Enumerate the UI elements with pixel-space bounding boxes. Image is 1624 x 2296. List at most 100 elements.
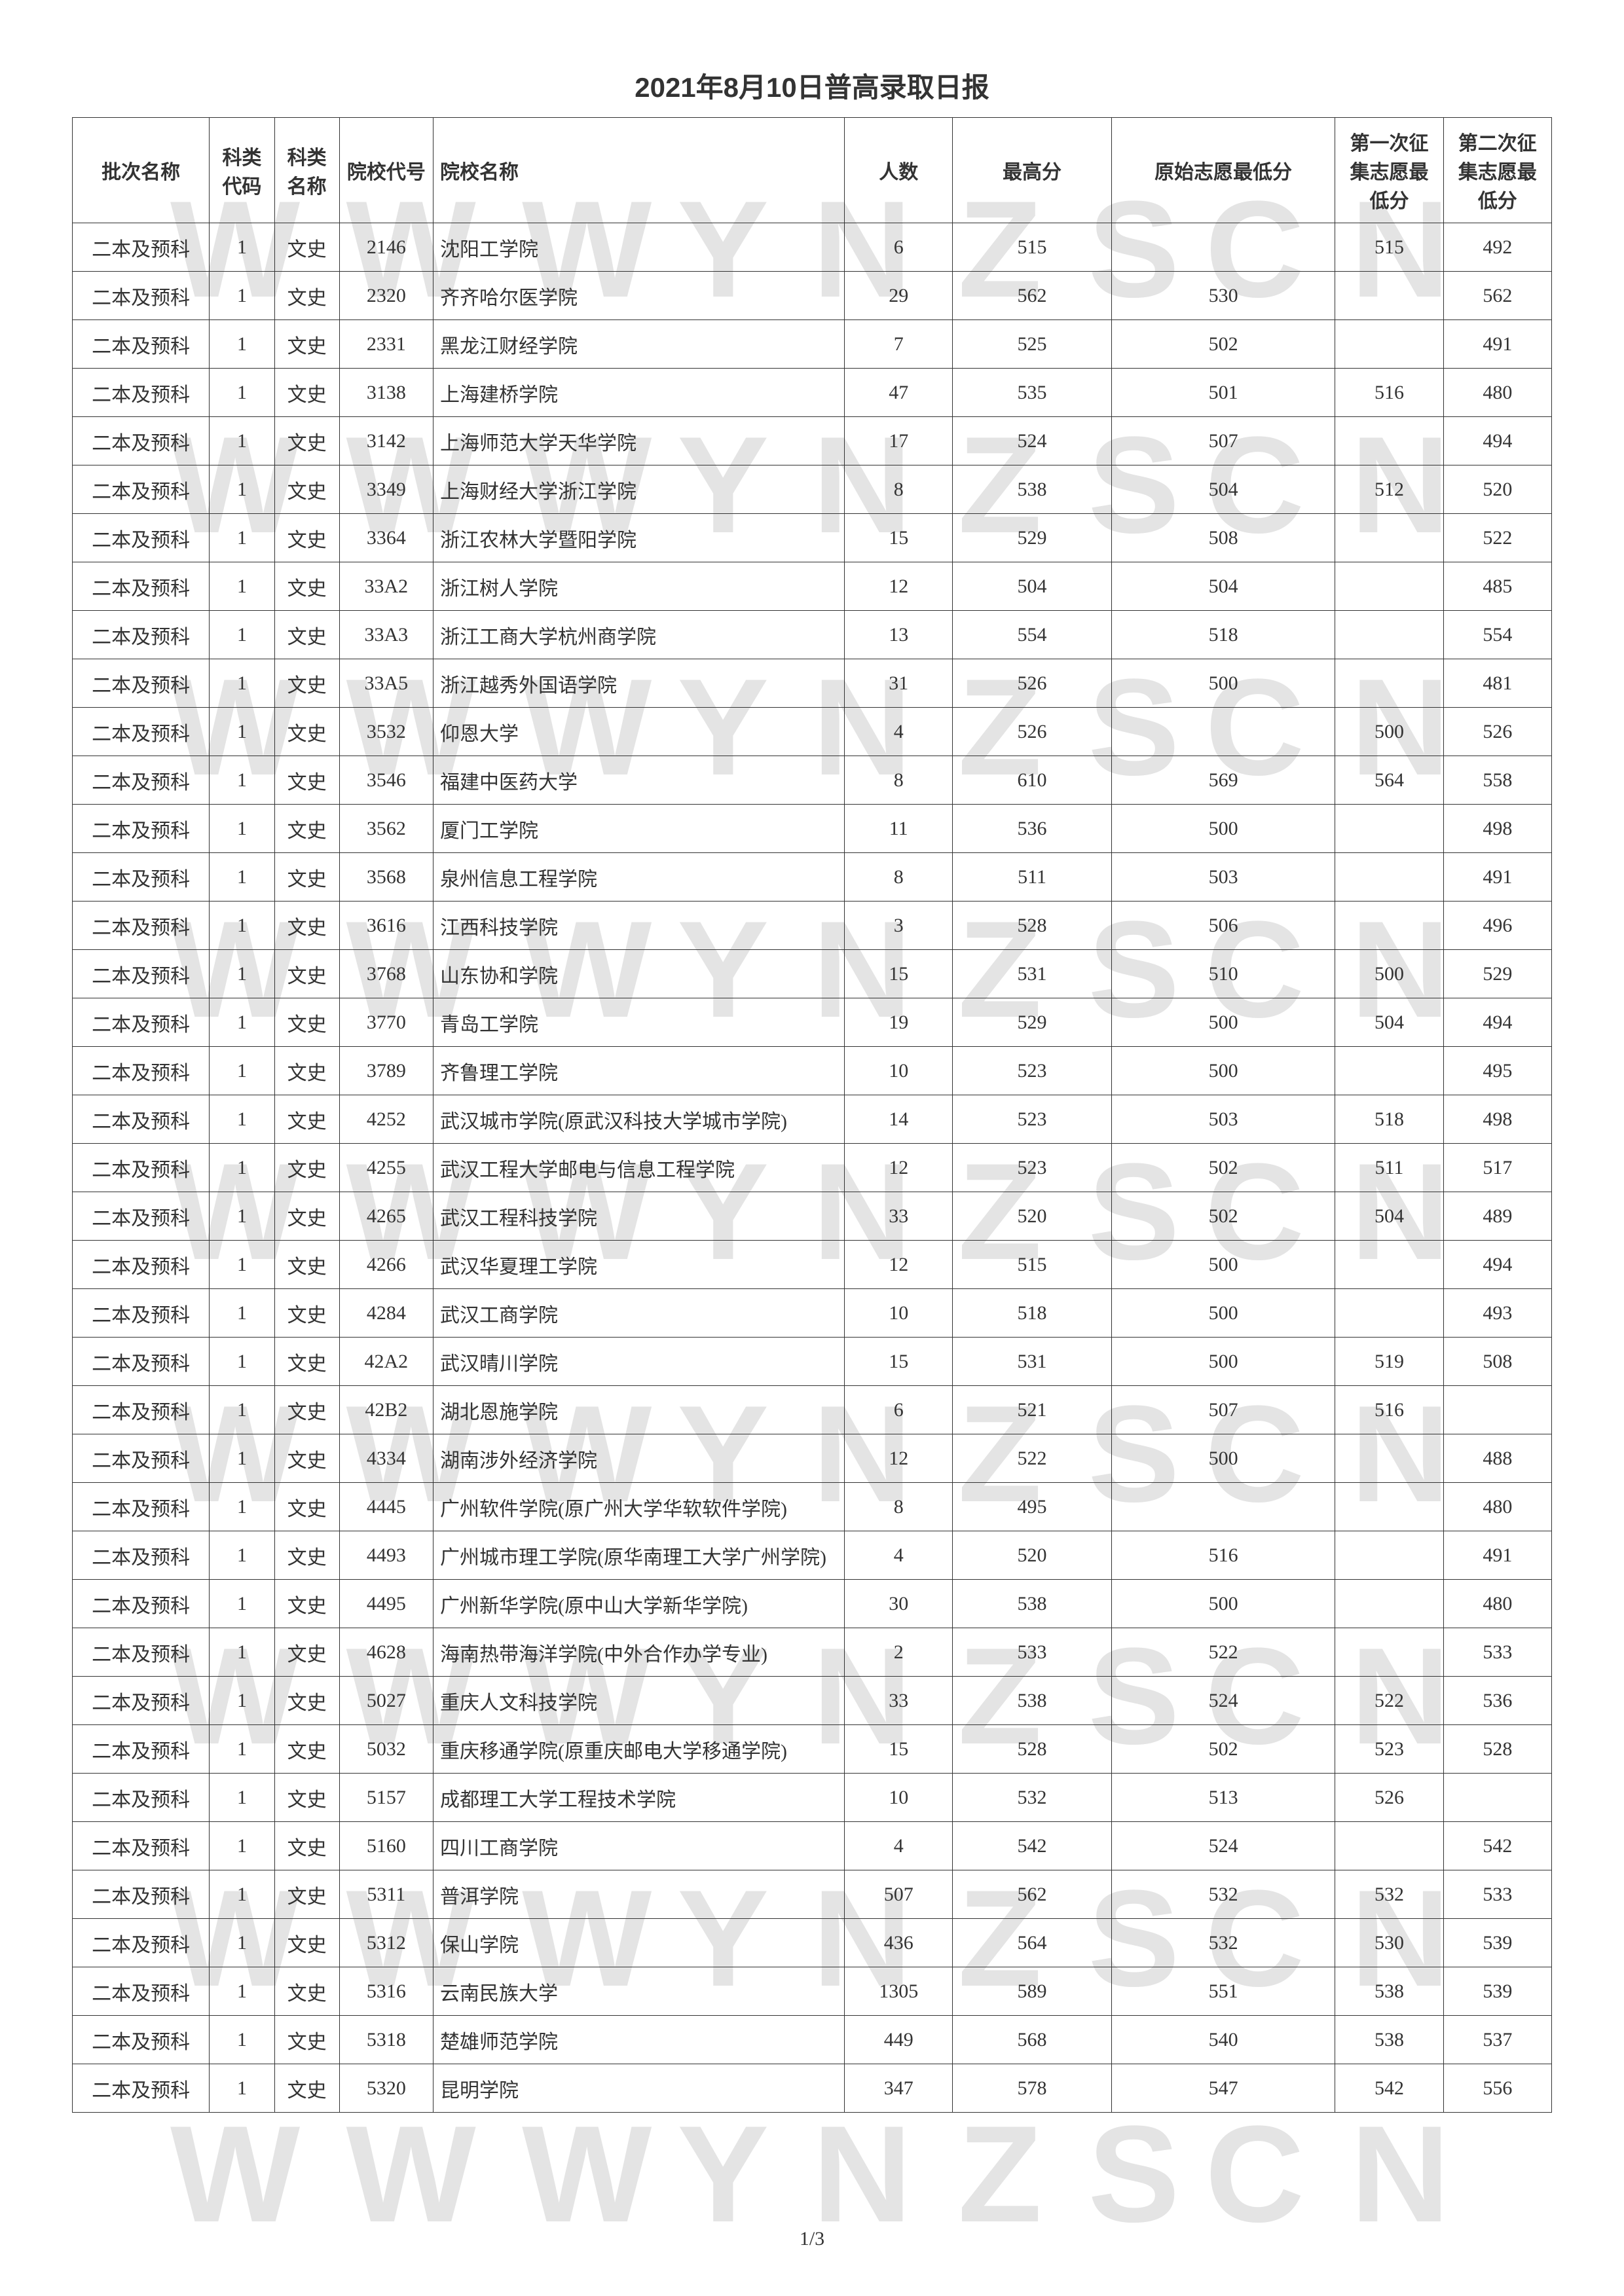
cell: 二本及预科 [73, 902, 210, 950]
cell: 1 [210, 1774, 274, 1822]
cell: 二本及预科 [73, 1580, 210, 1628]
cell: 536 [1443, 1677, 1551, 1725]
cell: 8 [845, 1483, 953, 1531]
cell: 1 [210, 1434, 274, 1483]
cell: 黑龙江财经学院 [433, 320, 844, 369]
cell: 564 [1335, 756, 1443, 805]
cell [1335, 611, 1443, 659]
cell: 二本及预科 [73, 1919, 210, 1967]
cell: 3768 [339, 950, 433, 998]
cell: 498 [1443, 805, 1551, 853]
col-header-count: 人数 [845, 118, 953, 223]
cell: 13 [845, 611, 953, 659]
cell: 1 [210, 2064, 274, 2113]
cell: 武汉工商学院 [433, 1289, 844, 1338]
cell: 2320 [339, 272, 433, 320]
cell: 武汉工程大学邮电与信息工程学院 [433, 1144, 844, 1192]
cell: 526 [1443, 708, 1551, 756]
table-row: 二本及预科1文史3568泉州信息工程学院8511503491 [73, 853, 1552, 902]
table-row: 二本及预科1文史5316云南民族大学1305589551538539 [73, 1967, 1552, 2016]
cell [1335, 1047, 1443, 1095]
table-header-row: 批次名称科类代码科类名称院校代号院校名称人数最高分原始志愿最低分第一次征集志愿最… [73, 118, 1552, 223]
cell: 495 [1443, 1047, 1551, 1095]
cell: 二本及预科 [73, 1192, 210, 1241]
cell: 12 [845, 1144, 953, 1192]
cell: 浙江工商大学杭州商学院 [433, 611, 844, 659]
cell: 33 [845, 1677, 953, 1725]
cell: 518 [1335, 1095, 1443, 1144]
cell: 535 [953, 369, 1111, 417]
cell: 526 [953, 708, 1111, 756]
cell: 文史 [274, 1725, 339, 1774]
cell: 500 [1111, 1580, 1335, 1628]
cell: 文史 [274, 1241, 339, 1289]
cell: 武汉工程科技学院 [433, 1192, 844, 1241]
cell: 30 [845, 1580, 953, 1628]
cell: 4 [845, 1822, 953, 1870]
cell: 522 [1111, 1628, 1335, 1677]
cell: 504 [1111, 465, 1335, 514]
table-row: 二本及预科1文史42B2湖北恩施学院6521507516 [73, 1386, 1552, 1434]
cell: 610 [953, 756, 1111, 805]
cell: 530 [1335, 1919, 1443, 1967]
cell [1335, 1822, 1443, 1870]
cell: 511 [953, 853, 1111, 902]
cell: 二本及预科 [73, 1822, 210, 1870]
cell: 成都理工大学工程技术学院 [433, 1774, 844, 1822]
table-row: 二本及预科1文史3789齐鲁理工学院10523500495 [73, 1047, 1552, 1095]
table-row: 二本及预科1文史5157成都理工大学工程技术学院10532513526 [73, 1774, 1552, 1822]
cell: 504 [1111, 562, 1335, 611]
cell: 二本及预科 [73, 562, 210, 611]
cell: 武汉华夏理工学院 [433, 1241, 844, 1289]
cell: 1305 [845, 1967, 953, 2016]
table-row: 二本及预科1文史33A2浙江树人学院12504504485 [73, 562, 1552, 611]
cell: 500 [1111, 1434, 1335, 1483]
cell: 15 [845, 514, 953, 562]
cell: 1 [210, 659, 274, 708]
cell: 485 [1443, 562, 1551, 611]
table-row: 二本及预科1文史4252武汉城市学院(原武汉科技大学城市学院)145235035… [73, 1095, 1552, 1144]
table-row: 二本及预科1文史3349上海财经大学浙江学院8538504512520 [73, 465, 1552, 514]
cell: 1 [210, 902, 274, 950]
cell: 4493 [339, 1531, 433, 1580]
table-row: 二本及预科1文史3562厦门工学院11536500498 [73, 805, 1552, 853]
table-row: 二本及预科1文史5160四川工商学院4542524542 [73, 1822, 1552, 1870]
cell: 500 [1111, 659, 1335, 708]
cell: 562 [953, 272, 1111, 320]
cell: 538 [1335, 2016, 1443, 2064]
cell: 530 [1111, 272, 1335, 320]
cell: 526 [1335, 1774, 1443, 1822]
cell: 上海财经大学浙江学院 [433, 465, 844, 514]
cell: 1 [210, 1822, 274, 1870]
cell: 481 [1443, 659, 1551, 708]
cell: 491 [1443, 1531, 1551, 1580]
cell [1335, 659, 1443, 708]
cell: 4 [845, 708, 953, 756]
cell: 1 [210, 1386, 274, 1434]
cell: 1 [210, 1870, 274, 1919]
cell: 二本及预科 [73, 756, 210, 805]
cell: 493 [1443, 1289, 1551, 1338]
cell: 512 [1335, 465, 1443, 514]
cell: 重庆移通学院(原重庆邮电大学移通学院) [433, 1725, 844, 1774]
cell [1335, 417, 1443, 465]
cell: 文史 [274, 1580, 339, 1628]
cell: 11 [845, 805, 953, 853]
cell [1335, 1628, 1443, 1677]
cell [1335, 1289, 1443, 1338]
cell: 15 [845, 950, 953, 998]
cell: 文史 [274, 756, 339, 805]
cell: 1 [210, 1725, 274, 1774]
cell: 513 [1111, 1774, 1335, 1822]
table-row: 二本及预科1文史3142上海师范大学天华学院17524507494 [73, 417, 1552, 465]
cell [1335, 562, 1443, 611]
cell: 文史 [274, 1095, 339, 1144]
cell: 523 [1335, 1725, 1443, 1774]
cell: 518 [953, 1289, 1111, 1338]
cell: 502 [1111, 1192, 1335, 1241]
cell: 1 [210, 998, 274, 1047]
cell: 1 [210, 853, 274, 902]
cell: 文史 [274, 1434, 339, 1483]
cell: 文史 [274, 1144, 339, 1192]
cell: 沈阳工学院 [433, 223, 844, 272]
